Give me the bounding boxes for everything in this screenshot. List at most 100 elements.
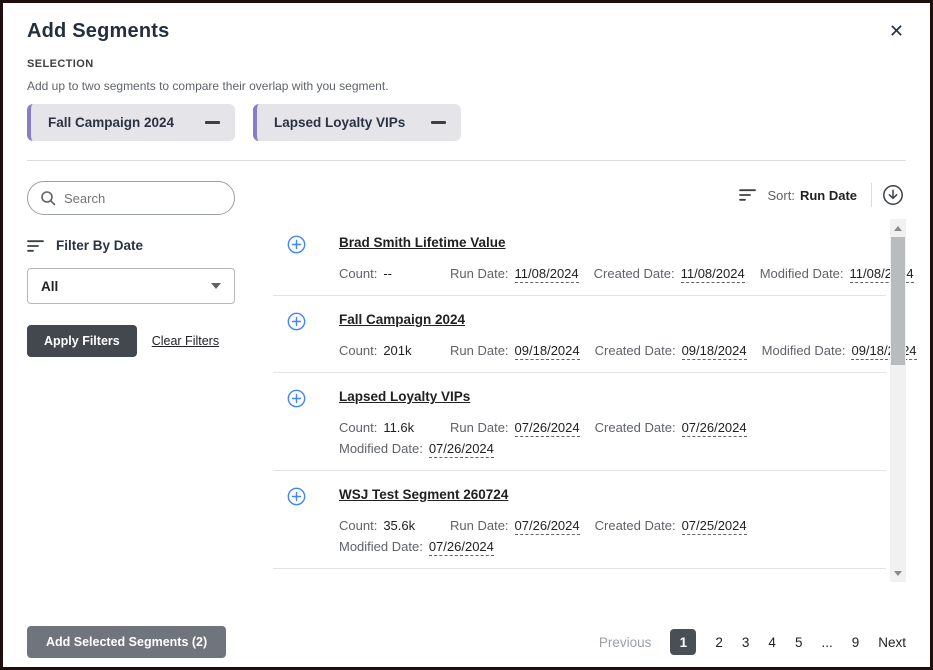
segment-name-link[interactable]: WSJ Test Segment 260724 bbox=[339, 487, 509, 502]
segment-meta-line: Modified Date: 07/26/2024 bbox=[339, 539, 886, 556]
sort-row: Sort: Run Date bbox=[273, 183, 906, 207]
modal-content: Filter By Date All Apply Filters Clear F… bbox=[27, 181, 917, 582]
segment-list-panel: Sort: Run Date Brad Smith Lifetime Value… bbox=[273, 181, 917, 582]
remove-segment-icon[interactable] bbox=[205, 121, 220, 124]
pagination-page-9[interactable]: 9 bbox=[851, 634, 860, 650]
pagination: Previous 1 2 3 4 5... 9 Next bbox=[599, 629, 906, 655]
run-date-field: Run Date: 11/08/2024 bbox=[450, 266, 579, 283]
count-field: Count: -- bbox=[339, 266, 435, 281]
modified-date-value[interactable]: 07/26/2024 bbox=[428, 539, 494, 556]
created-date-label: Created Date: bbox=[593, 266, 675, 281]
created-date-value[interactable]: 11/08/2024 bbox=[680, 266, 745, 283]
count-field: Count: 35.6k bbox=[339, 518, 435, 533]
run-date-label: Run Date: bbox=[450, 343, 509, 358]
download-icon[interactable] bbox=[882, 184, 904, 206]
segment-list-item: Lapsed Loyalty VIPs Count: 11.6k Run Date: 0… bbox=[273, 373, 886, 471]
sort-value[interactable]: Run Date bbox=[799, 187, 857, 203]
run-date-value[interactable]: 09/18/2024 bbox=[514, 343, 580, 360]
modified-date-field: Modified Date: 07/26/2024 bbox=[339, 539, 494, 556]
count-value: -- bbox=[383, 266, 392, 281]
modified-date-value[interactable]: 07/26/2024 bbox=[428, 441, 494, 458]
modified-date-label: Modified Date: bbox=[759, 266, 844, 281]
run-date-value[interactable]: 07/26/2024 bbox=[514, 518, 580, 535]
run-date-value[interactable]: 11/08/2024 bbox=[514, 266, 579, 283]
apply-filters-button[interactable]: Apply Filters bbox=[27, 325, 137, 357]
selection-description: Add up to two segments to compare their … bbox=[27, 79, 389, 93]
clear-filters-link[interactable]: Clear Filters bbox=[151, 334, 220, 348]
sort-icon bbox=[739, 188, 757, 202]
add-segment-icon[interactable] bbox=[287, 311, 339, 360]
segment-item-body: Brad Smith Lifetime Value Count: -- Run Dat… bbox=[339, 234, 914, 283]
segment-item-body: Fall Campaign 2024 Count: 201k Run Date: 09/… bbox=[339, 311, 917, 360]
selected-segment-chip[interactable]: Lapsed Loyalty VIPs bbox=[253, 104, 461, 141]
selected-segment-label: Fall Campaign 2024 bbox=[48, 115, 175, 130]
modified-date-label: Modified Date: bbox=[761, 343, 846, 358]
created-date-value[interactable]: 07/26/2024 bbox=[681, 420, 747, 437]
created-date-field: Created Date: 07/25/2024 bbox=[595, 518, 747, 535]
selected-segment-label: Lapsed Loyalty VIPs bbox=[274, 115, 406, 130]
count-field: Count: 11.6k bbox=[339, 420, 435, 435]
count-label: Count: bbox=[339, 343, 378, 358]
pagination-page-3[interactable]: 3 bbox=[741, 634, 750, 650]
pagination-page-4[interactable]: 4 bbox=[768, 634, 776, 650]
modal-header: Add Segments ✕ bbox=[27, 3, 906, 43]
add-selected-segments-button[interactable]: Add Selected Segments (2) bbox=[27, 626, 227, 658]
chevron-down-icon bbox=[211, 283, 221, 289]
filter-by-date-label: Filter By Date bbox=[56, 238, 144, 253]
segment-item-body: WSJ Test Segment 260724 Count: 35.6k Run Da… bbox=[339, 486, 886, 556]
remove-segment-icon[interactable] bbox=[431, 121, 446, 124]
vertical-divider bbox=[871, 183, 872, 207]
created-date-field: Created Date: 07/26/2024 bbox=[595, 420, 747, 437]
pagination-next[interactable]: Next bbox=[878, 634, 906, 650]
count-field: Count: 201k bbox=[339, 343, 435, 358]
created-date-value[interactable]: 09/18/2024 bbox=[681, 343, 747, 360]
scrollbar[interactable] bbox=[890, 219, 906, 582]
selection-section-label: SELECTION bbox=[27, 58, 94, 70]
segment-name-link[interactable]: Brad Smith Lifetime Value bbox=[339, 235, 506, 250]
run-date-value[interactable]: 07/26/2024 bbox=[514, 420, 580, 437]
segment-item-body: Lapsed Loyalty VIPs Count: 11.6k Run Date: 0… bbox=[339, 388, 886, 458]
page-title: Add Segments bbox=[27, 20, 170, 42]
pagination-page-1[interactable]: 1 bbox=[670, 629, 697, 655]
created-date-value[interactable]: 07/25/2024 bbox=[681, 518, 747, 535]
segment-list-item: Brad Smith Lifetime Value Count: -- Run Dat… bbox=[273, 219, 914, 296]
modal-footer: Add Selected Segments (2) Previous 1 2 3 4 5.… bbox=[27, 626, 906, 658]
filter-actions: Apply Filters Clear Filters bbox=[27, 325, 235, 357]
modified-date-label: Modified Date: bbox=[339, 441, 423, 456]
segment-name-link[interactable]: Fall Campaign 2024 bbox=[339, 312, 466, 327]
modified-date-value[interactable]: 09/18/2024 bbox=[851, 343, 917, 360]
search-input[interactable] bbox=[64, 190, 222, 206]
scroll-down-icon[interactable] bbox=[890, 565, 906, 581]
segment-list-viewport: Brad Smith Lifetime Value Count: -- Run Dat… bbox=[273, 219, 917, 582]
count-value: 35.6k bbox=[383, 518, 416, 533]
close-icon[interactable]: ✕ bbox=[888, 21, 904, 41]
search-icon bbox=[40, 190, 56, 206]
add-segment-icon[interactable] bbox=[287, 234, 339, 283]
segment-meta-line: Modified Date: 07/26/2024 bbox=[339, 441, 886, 458]
segment-list: Brad Smith Lifetime Value Count: -- Run Dat… bbox=[273, 219, 917, 569]
run-date-label: Run Date: bbox=[450, 266, 509, 281]
run-date-label: Run Date: bbox=[450, 518, 509, 533]
filter-by-date-row: Filter By Date bbox=[27, 238, 235, 253]
count-value: 11.6k bbox=[383, 420, 415, 435]
scroll-up-icon[interactable] bbox=[890, 220, 906, 236]
pagination-ellipsis: ... bbox=[821, 634, 833, 650]
segment-name-link[interactable]: Lapsed Loyalty VIPs bbox=[339, 389, 471, 404]
add-segment-icon[interactable] bbox=[287, 388, 339, 458]
segment-meta-line: Count: 35.6k Run Date: 07/26/2024 Created Da… bbox=[339, 518, 886, 535]
scrollbar-thumb[interactable] bbox=[891, 237, 905, 365]
pagination-page-5[interactable]: 5 bbox=[794, 634, 803, 650]
segment-meta-line: Count: 11.6k Run Date: 07/26/2024 Created Da… bbox=[339, 420, 886, 437]
date-filter-select[interactable]: All bbox=[27, 268, 235, 304]
created-date-label: Created Date: bbox=[594, 343, 676, 358]
sort-label: Sort: bbox=[767, 187, 795, 203]
count-label: Count: bbox=[339, 518, 378, 533]
selected-segment-chip[interactable]: Fall Campaign 2024 bbox=[27, 104, 235, 141]
run-date-field: Run Date: 07/26/2024 bbox=[450, 420, 580, 437]
pagination-previous[interactable]: Previous bbox=[598, 634, 652, 650]
pagination-page-2[interactable]: 2 bbox=[715, 634, 723, 650]
add-segment-icon[interactable] bbox=[287, 486, 339, 556]
segment-meta-line: Count: -- Run Date: 11/08/2024 Created Date:… bbox=[339, 266, 914, 283]
segment-meta-line: Count: 201k Run Date: 09/18/2024 Created Dat… bbox=[339, 343, 917, 360]
search-box[interactable] bbox=[27, 181, 235, 215]
